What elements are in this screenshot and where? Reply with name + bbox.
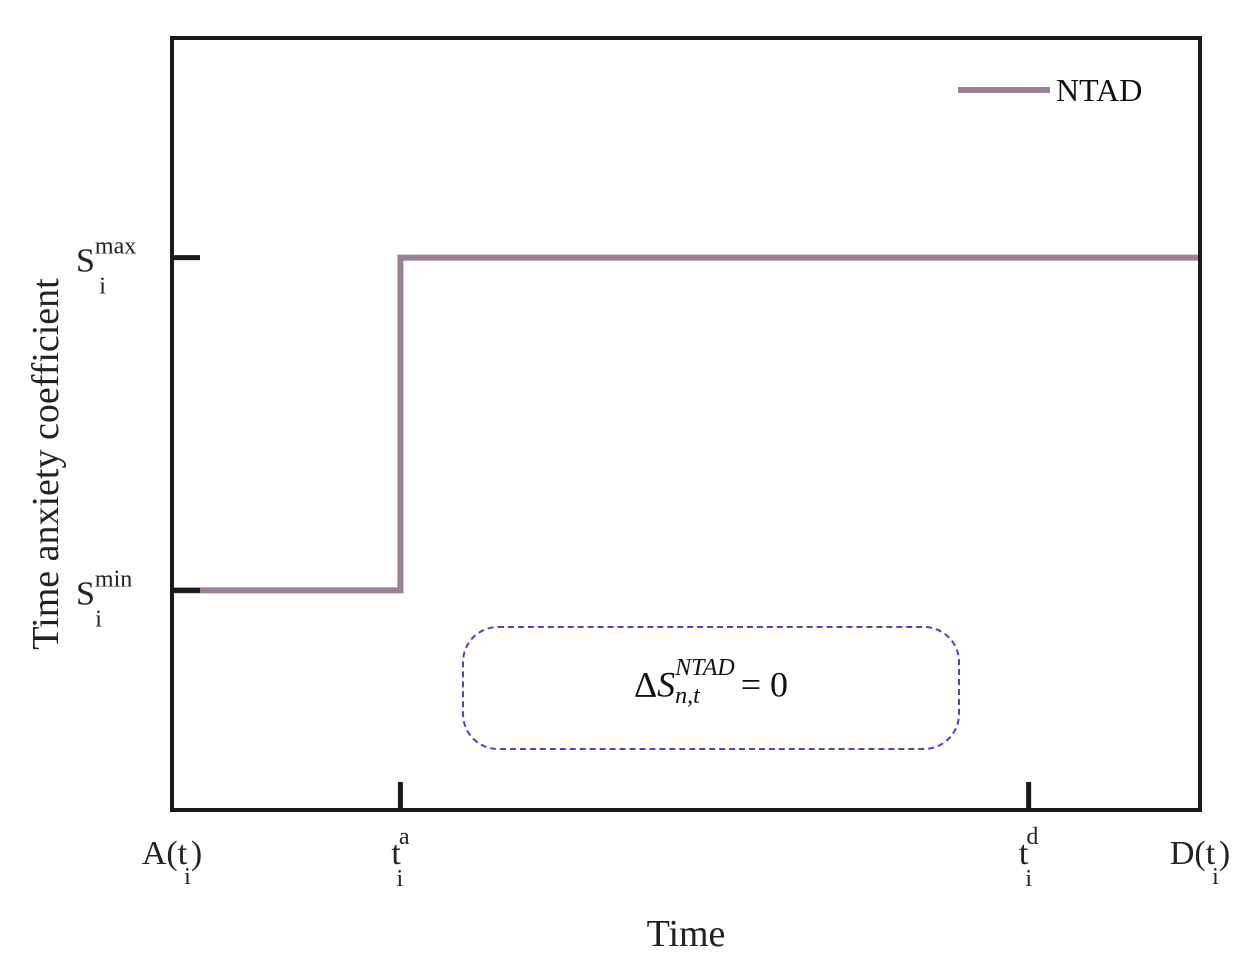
annotation-supsub: NTAD n,t	[675, 656, 735, 708]
y-tick-sub: i	[95, 606, 102, 632]
x-tick-func: A	[142, 835, 167, 872]
y-tick-base: S	[76, 243, 95, 280]
legend: NTAD	[958, 72, 1142, 108]
annotation-delta: Δ	[633, 664, 658, 705]
x-tick-label-2: td i	[1019, 824, 1038, 892]
annotation-box: ΔS NTAD n,t = 0	[462, 626, 960, 750]
x-tick-label-3: D(t i)	[1170, 835, 1230, 890]
x-tick-open: (	[166, 835, 177, 872]
y-tick-sup: max	[95, 234, 136, 260]
y-tick-label-0: Smin i	[76, 566, 132, 632]
annotation-symbol: S	[657, 664, 676, 705]
annotation-equation: ΔS NTAD n,t = 0	[633, 656, 789, 714]
x-tick-sub: i	[184, 864, 191, 890]
annotation-subscript: n,t	[675, 683, 700, 709]
x-tick-label-1: ta i	[391, 824, 409, 892]
plot-frame	[170, 36, 1202, 812]
annotation-superscript: NTAD	[675, 655, 735, 681]
series-line-ntad	[172, 254, 1200, 594]
y-tick-sub: i	[99, 274, 106, 300]
y-axis-label: Time anxiety coefficient	[25, 278, 67, 650]
x-tick-close: )	[191, 835, 202, 872]
series-layer	[172, 254, 1200, 594]
x-tick-sub: i	[396, 866, 403, 892]
annotation-rhs: = 0	[740, 664, 789, 705]
x-tick-sup: a	[399, 824, 410, 850]
y-tick-sup: min	[95, 566, 132, 592]
x-axis-label: Time	[647, 913, 726, 955]
x-tick-func: D	[1170, 835, 1195, 872]
y-tick-label-1: Smax i	[76, 234, 136, 300]
y-tick-base: S	[76, 575, 95, 612]
x-tick-base: t	[178, 835, 188, 872]
x-tick-sup: d	[1026, 824, 1038, 850]
x-tick-open: (	[1194, 835, 1205, 872]
x-tick-sub: i	[1212, 864, 1219, 890]
x-tick-base: t	[1019, 835, 1029, 872]
x-tick-base: t	[1206, 835, 1216, 872]
x-tick-close: )	[1219, 835, 1230, 872]
x-tick-sub: i	[1025, 866, 1032, 892]
legend-label-ntad: NTAD	[1056, 72, 1142, 108]
x-tick-base: t	[391, 835, 401, 872]
x-tick-label-0: A(t i)	[142, 835, 202, 890]
